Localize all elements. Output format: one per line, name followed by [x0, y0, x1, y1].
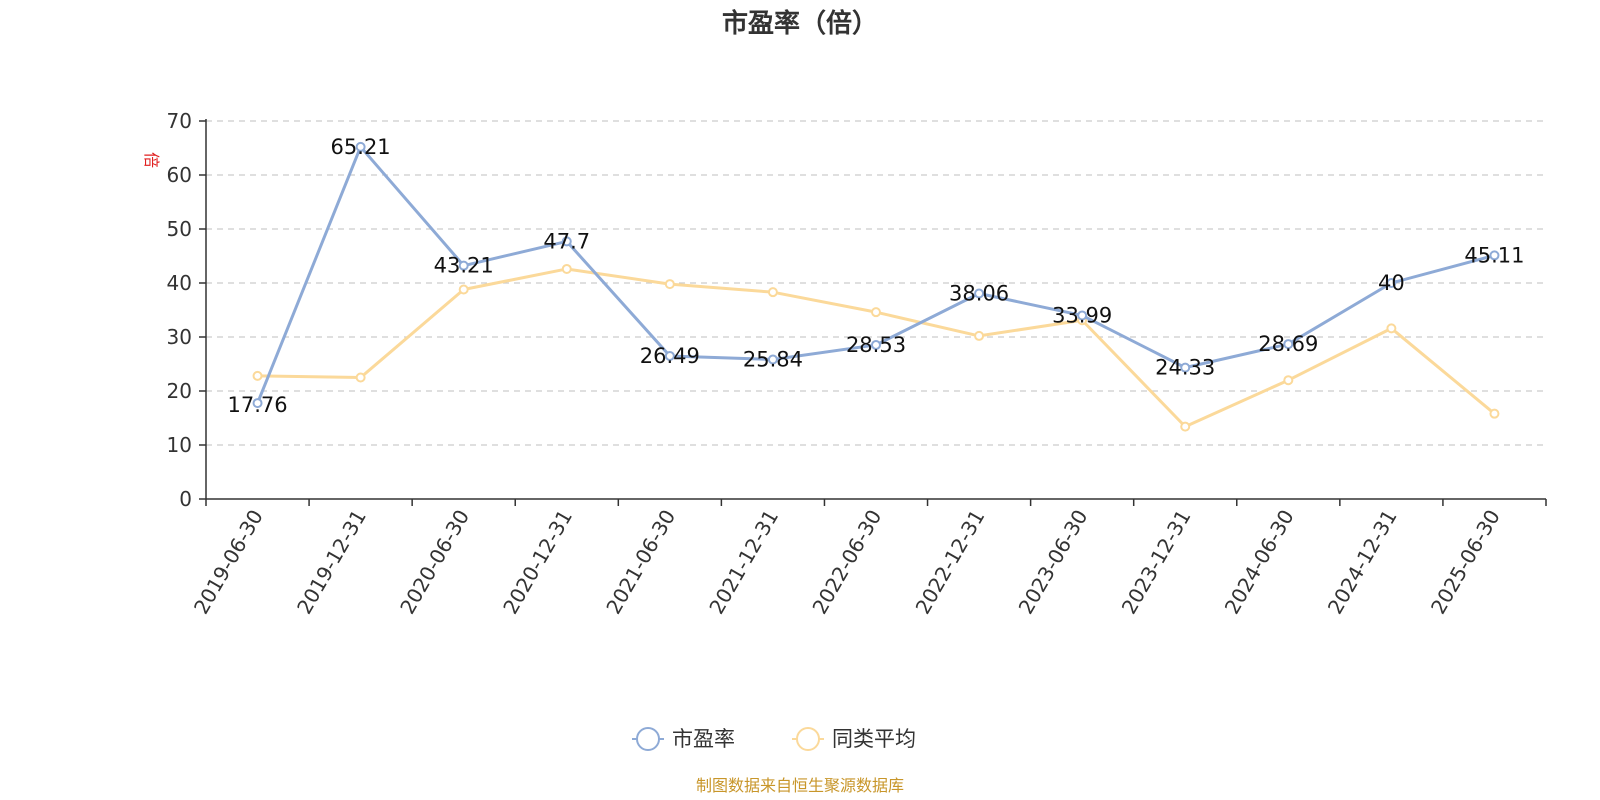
data-point	[664, 279, 675, 290]
data-point	[1283, 339, 1294, 350]
data-point	[974, 288, 985, 299]
data-label: 28.53	[846, 333, 906, 357]
data-point	[561, 236, 572, 247]
x-tick-label: 2025-06-30	[1426, 506, 1505, 619]
data-labels: 17.76 65.21 43.21 47.7 26.49 25.84 28.53 38.06 3…	[227, 135, 1524, 417]
source-note: 制图数据来自恒生聚源数据库	[696, 776, 904, 795]
series-layer	[252, 141, 1500, 432]
y-tick-label: 20	[167, 379, 192, 403]
y-tick-label: 0	[179, 487, 192, 511]
x-tick-label: 2023-06-30	[1014, 506, 1093, 619]
legend-swatch-marker	[796, 727, 820, 751]
data-label: 17.76	[227, 393, 287, 417]
data-point	[974, 330, 985, 341]
data-point	[1180, 362, 1191, 373]
data-point	[561, 263, 572, 274]
data-point	[1489, 408, 1500, 419]
x-tick-label: 2021-06-30	[601, 506, 680, 619]
y-tick-label: 40	[167, 271, 192, 295]
x-tick-label: 2020-12-31	[498, 506, 577, 619]
data-point	[1180, 421, 1191, 432]
data-point	[664, 350, 675, 361]
chart-title: 市盈率（倍）	[722, 8, 878, 39]
data-label: 38.06	[949, 281, 1009, 305]
x-tick-label: 2020-06-30	[395, 506, 474, 619]
axes	[205, 119, 1546, 500]
data-label: 43.21	[434, 254, 494, 278]
y-axis-unit-label: 倍	[142, 152, 161, 168]
data-point	[458, 284, 469, 295]
data-point	[1489, 250, 1500, 261]
legend-swatch-marker	[636, 727, 660, 751]
y-tick-label: 70	[167, 109, 192, 133]
data-label: 26.49	[640, 344, 700, 368]
data-label: 45.11	[1464, 243, 1524, 267]
data-point	[871, 339, 881, 350]
y-tick-label: 60	[167, 163, 192, 187]
x-tick-label: 2022-12-31	[911, 506, 990, 619]
x-tick-label: 2019-06-30	[189, 506, 268, 619]
y-tick-label: 30	[167, 325, 192, 349]
legend: 市盈率 同类平均	[632, 727, 916, 751]
data-point	[1386, 278, 1397, 288]
data-point	[1386, 323, 1397, 334]
grid-lines	[206, 120, 1546, 446]
y-tick-label: 10	[167, 433, 192, 457]
data-point	[871, 307, 881, 318]
data-label: 40	[1378, 271, 1405, 295]
y-tick-label: 50	[167, 217, 192, 241]
x-tick-label: 2022-06-30	[807, 506, 886, 619]
x-tick-label: 2021-12-31	[704, 506, 783, 619]
data-point	[252, 370, 263, 381]
data-label: 25.84	[743, 347, 803, 371]
data-label: 24.33	[1155, 356, 1215, 380]
data-point	[458, 260, 469, 271]
data-label: 28.69	[1258, 332, 1318, 356]
y-axis-ticks: 0 10 20 30 40 50 60 70	[167, 109, 206, 511]
data-point	[355, 372, 366, 383]
data-label: 47.7	[543, 229, 590, 253]
x-tick-label: 2024-12-31	[1323, 506, 1402, 619]
data-point	[767, 354, 778, 365]
x-axis-ticks: 2019-06-30 2019-12-31 2020-06-30 2020-12-31…	[189, 499, 1547, 619]
data-point	[1283, 375, 1294, 386]
x-tick-label: 2019-12-31	[292, 506, 371, 619]
x-tick-label: 2024-06-30	[1220, 506, 1299, 619]
legend-label: 同类平均	[832, 727, 916, 751]
data-point	[355, 141, 366, 152]
data-point	[252, 398, 263, 409]
data-label: 65.21	[331, 135, 391, 159]
data-point	[767, 287, 778, 298]
x-tick-label: 2023-12-31	[1117, 506, 1196, 619]
data-point	[1077, 310, 1088, 321]
data-label: 33.99	[1052, 303, 1112, 327]
legend-label: 市盈率	[672, 727, 735, 751]
